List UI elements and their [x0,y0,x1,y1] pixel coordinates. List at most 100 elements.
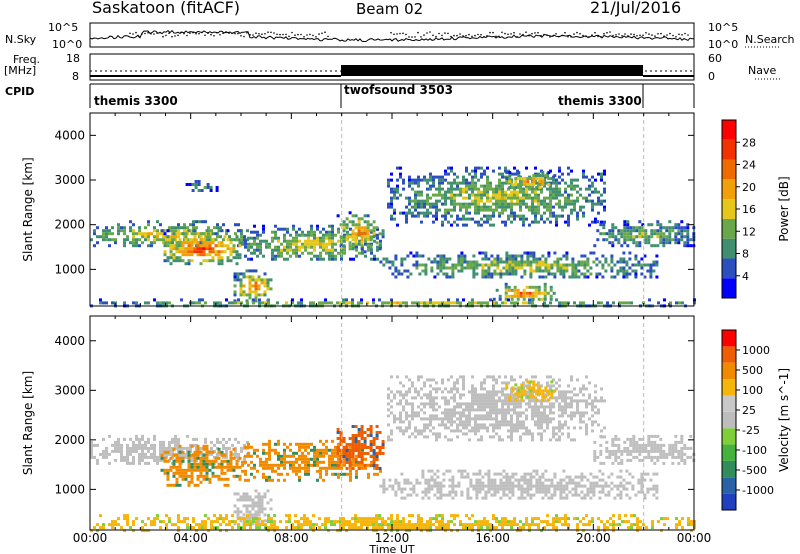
echo-cell [540,214,543,218]
echo-cell [459,202,462,206]
echo-cell [349,478,352,482]
echo-cell [156,458,159,462]
echo-cell [217,474,221,478]
echo-cell [174,226,177,230]
echo-cell [319,251,322,255]
echo-cell [558,169,561,173]
nsearch-point [159,31,161,34]
echo-cell [483,193,486,197]
echo-cell [608,229,612,233]
echo-cell [260,504,264,508]
nsearch-point [318,33,320,35]
echo-cell [337,460,340,464]
echo-cell [190,471,194,475]
echo-cell [616,484,620,488]
nsearch-point [516,36,518,38]
echo-cell [471,417,474,421]
echo-cell [411,405,414,409]
echo-cell [558,166,561,170]
echo-cell [550,177,554,181]
echo-cell [511,272,515,276]
echo-cell [517,386,521,390]
echo-cell [507,402,510,406]
echo-cell [355,472,358,476]
echo-cell [195,437,198,441]
echo-cell [546,205,549,209]
echo-cell [277,248,280,252]
echo-cell [663,298,666,302]
echo-cell [492,378,495,382]
echo-cell [199,247,203,251]
echo-cell [565,263,569,267]
echo-cell [405,399,408,403]
nsearch-point [243,35,245,38]
echo-cell [520,383,524,387]
echo-cell [184,474,188,478]
echo-cell [511,269,515,273]
echo-cell [659,223,663,227]
echo-cell [579,390,582,394]
echo-cell [444,196,447,200]
echo-cell [522,297,526,301]
echo-cell [184,238,188,242]
echo-cell [225,446,228,450]
echo-cell [486,217,489,221]
echo-cell [513,405,516,409]
echo-cell [555,184,558,188]
echo-cell [465,417,468,421]
echo-cell [468,187,471,191]
echo-cell [215,189,219,192]
echo-cell [564,390,567,394]
nsearch-point [171,35,173,38]
echo-cell [366,229,370,233]
echo-cell [538,389,542,393]
echo-cell [169,262,173,266]
nsearch-point [483,35,485,38]
echo-cell [528,196,531,200]
echo-cell [653,449,657,453]
echo-cell [205,471,209,475]
echo-cell [193,483,197,487]
echo-cell [342,449,346,452]
echo-cell [450,184,453,188]
echo-cell [511,493,515,497]
echo-cell [441,196,444,200]
nsearch-point [456,34,458,37]
date-label: 21/Jul/2016 [590,0,682,17]
echo-cell [611,437,615,441]
echo-cell [330,301,333,305]
echo-cell [646,269,650,273]
echo-cell [342,452,346,455]
echo-cell [520,183,524,187]
echo-cell [211,465,215,469]
echo-cell [647,452,651,456]
echo-cell [511,263,515,267]
echo-cell [351,235,355,239]
echo-cell [585,429,588,433]
echo-cell [156,461,159,465]
echo-cell [331,224,334,228]
echo-cell [196,444,200,448]
echo-cell [448,478,452,482]
echo-cell [258,301,261,305]
echo-cell [436,496,440,500]
echo-cell [567,414,570,418]
echo-cell [579,301,582,305]
nsearch-point [615,34,617,36]
nsearch-point [213,35,215,37]
echo-cell [529,272,533,276]
echo-cell [662,232,666,236]
echo-cell [646,472,650,476]
echo-cell [650,232,654,236]
echo-cell [396,390,399,394]
echo-cell [599,443,603,447]
echo-cell [132,446,135,450]
echo-cell [192,220,195,224]
echo-cell [236,510,240,514]
echo-cell [626,235,630,239]
echo-cell [522,432,525,436]
echo-cell [619,496,623,500]
echo-cell [647,437,651,441]
echo-cell [393,190,396,194]
echo-cell [630,301,633,305]
